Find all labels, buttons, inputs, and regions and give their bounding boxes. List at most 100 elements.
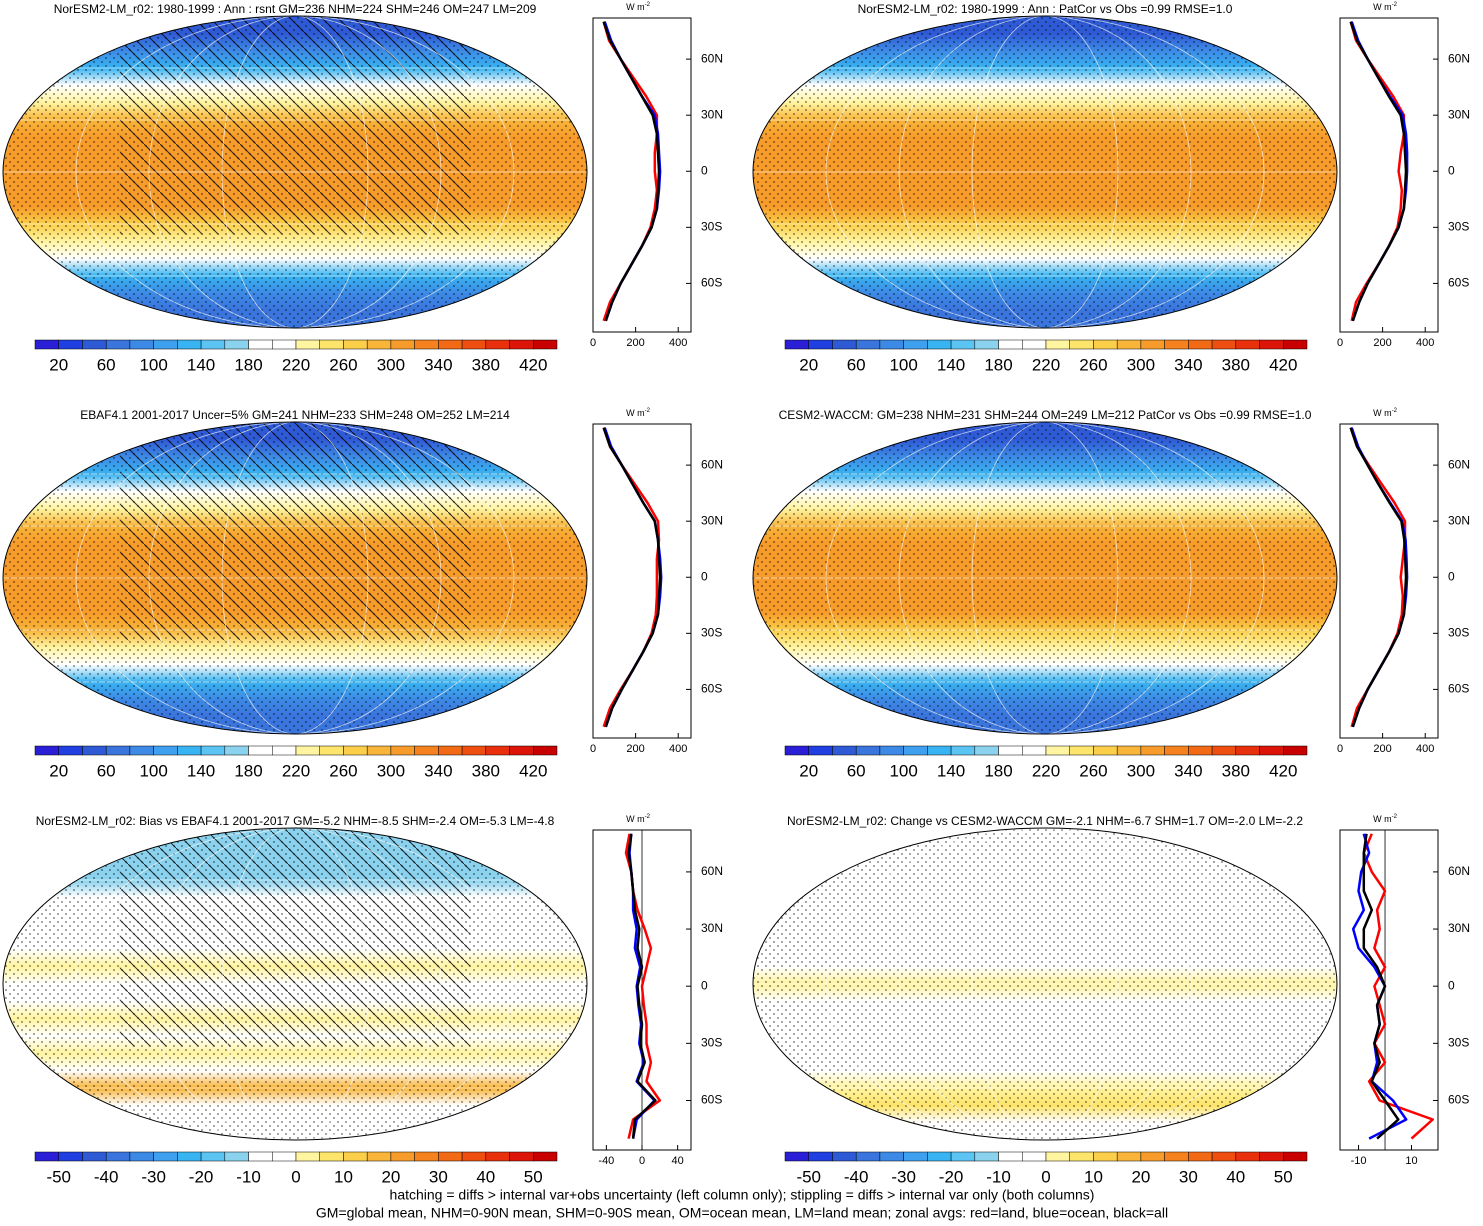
profile-unit: W m-2 xyxy=(1373,408,1397,419)
colorbar-box xyxy=(295,1151,320,1162)
y-tick-label: 30S xyxy=(1448,1036,1469,1050)
colorbar-box xyxy=(319,745,344,756)
colorbar-box xyxy=(1093,339,1118,350)
colorbar-box xyxy=(998,745,1023,756)
colorbar-box xyxy=(879,745,904,756)
colorbar-box xyxy=(295,745,320,756)
panel-title: NorESM2-LM_r02: 1980-1999 : Ann : PatCor… xyxy=(858,2,1233,16)
y-tick-label: 0 xyxy=(701,978,708,992)
colorbar-box xyxy=(974,339,999,350)
x-tick-label: 200 xyxy=(626,743,644,755)
panel: NorESM2-LM_r02: 1980-1999 : Ann : PatCor… xyxy=(752,2,1470,374)
colorbar-box xyxy=(414,339,439,350)
map xyxy=(753,422,1337,734)
x-tick-label: 400 xyxy=(669,337,687,349)
colorbar-label: -30 xyxy=(891,1167,916,1186)
colorbar-box xyxy=(1188,1151,1213,1162)
colorbar-box xyxy=(485,339,510,350)
colorbar-box xyxy=(533,745,558,756)
panel-title: NorESM2-LM_r02: Bias vs EBAF4.1 2001-201… xyxy=(36,814,555,828)
colorbar-label: 50 xyxy=(1274,1167,1293,1186)
colorbar-label: 100 xyxy=(139,761,167,780)
colorbar-box xyxy=(390,745,415,756)
colorbar-label: 300 xyxy=(377,355,405,374)
colorbar-label: -20 xyxy=(939,1167,964,1186)
colorbar-box xyxy=(200,745,226,756)
zonal-profile xyxy=(602,427,661,728)
colorbar-label: -50 xyxy=(46,1167,71,1186)
colorbar-label: 180 xyxy=(984,761,1012,780)
colorbar-box xyxy=(950,745,976,756)
colorbar-label: 20 xyxy=(49,761,68,780)
colorbar-box xyxy=(390,339,415,350)
y-tick-label: 60N xyxy=(1448,457,1470,471)
colorbar-box xyxy=(1022,1151,1047,1162)
y-tick-label: 60S xyxy=(1448,276,1469,290)
colorbar-label: 100 xyxy=(889,761,917,780)
colorbar-box xyxy=(461,1151,487,1162)
colorbar-box xyxy=(879,1151,904,1162)
colorbar-label: 420 xyxy=(1269,761,1297,780)
zonal-profile xyxy=(602,427,662,728)
profile-unit: W m-2 xyxy=(626,814,650,825)
y-tick-label: 60S xyxy=(1448,1093,1469,1107)
x-tick-label: 200 xyxy=(1373,337,1391,349)
colorbar-label: 50 xyxy=(524,1167,543,1186)
colorbar-box xyxy=(950,1151,976,1162)
colorbar-box xyxy=(855,339,881,350)
colorbar-box xyxy=(319,1151,344,1162)
colorbar-box xyxy=(903,745,928,756)
colorbar-label: 260 xyxy=(329,355,357,374)
colorbar-label: 60 xyxy=(847,761,866,780)
hatching xyxy=(119,828,471,1047)
colorbar-box xyxy=(485,745,510,756)
colorbar-box xyxy=(319,339,344,350)
colorbar-box xyxy=(248,745,273,756)
colorbar-label: 220 xyxy=(282,761,310,780)
y-tick-label: 30S xyxy=(1448,220,1469,234)
map-border xyxy=(2,15,588,329)
colorbar-box xyxy=(903,339,928,350)
colorbar-box xyxy=(832,339,857,350)
colorbar-box xyxy=(1116,339,1142,350)
colorbar-label: -30 xyxy=(141,1167,166,1186)
colorbar-box xyxy=(414,745,439,756)
colorbar-box xyxy=(1211,1151,1237,1162)
colorbar-box xyxy=(295,339,320,350)
y-tick-label: 0 xyxy=(701,569,708,583)
colorbar-label: 260 xyxy=(329,761,357,780)
colorbar-box xyxy=(1116,745,1142,756)
colorbar-box xyxy=(998,1151,1023,1162)
panel: EBAF4.1 2001-2017 Uncer=5% GM=241 NHM=23… xyxy=(2,408,723,780)
profile-unit: W m-2 xyxy=(1373,2,1397,13)
colorbar-box xyxy=(784,339,809,350)
colorbar-box xyxy=(974,745,999,756)
colorbar-box xyxy=(950,339,976,350)
colorbar-label: 140 xyxy=(187,761,215,780)
colorbar-box xyxy=(1164,339,1189,350)
x-tick-label: 400 xyxy=(1416,337,1434,349)
y-tick-label: 30S xyxy=(701,626,722,640)
panel: NorESM2-LM_r02: 1980-1999 : Ann : rsnt G… xyxy=(2,2,723,374)
y-tick-label: 60S xyxy=(701,1093,722,1107)
colorbar-box xyxy=(343,1151,368,1162)
colorbar-label: 180 xyxy=(234,355,262,374)
colorbar-label: 300 xyxy=(1127,761,1155,780)
colorbar-box xyxy=(832,745,857,756)
colorbar-box xyxy=(1283,1151,1308,1162)
colorbar-box xyxy=(224,339,249,350)
colorbar-label: 100 xyxy=(139,355,167,374)
zonal-profile xyxy=(602,21,661,322)
colorbar-box xyxy=(855,1151,881,1162)
colorbar-box xyxy=(1259,339,1284,350)
profile-frame xyxy=(1339,17,1439,333)
colorbar-label: -20 xyxy=(189,1167,214,1186)
x-tick-label: 400 xyxy=(1416,743,1434,755)
colorbar-label: 420 xyxy=(519,355,547,374)
colorbar-label: 100 xyxy=(889,355,917,374)
colorbar-label: 0 xyxy=(1041,1167,1050,1186)
zonal-profile xyxy=(1350,427,1409,728)
y-tick-label: 30N xyxy=(1448,513,1470,527)
unit-text: W m xyxy=(626,2,645,12)
